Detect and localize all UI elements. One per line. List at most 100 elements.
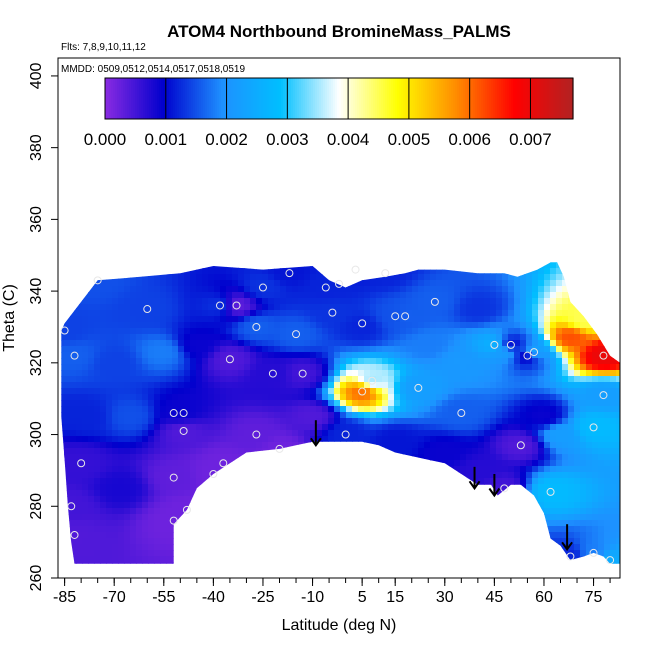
heatmap-cell: [208, 160, 215, 167]
heatmap-cell: [304, 154, 311, 161]
heatmap-cell: [586, 292, 593, 299]
heatmap-cell: [322, 172, 329, 179]
heatmap-cell: [448, 268, 455, 275]
heatmap-cell: [286, 370, 293, 377]
heatmap-cell: [496, 160, 503, 167]
heatmap-cell: [550, 190, 557, 197]
heatmap-cell: [358, 160, 365, 167]
heatmap-cell: [94, 334, 101, 341]
heatmap-cell: [238, 214, 245, 221]
heatmap-cell: [454, 232, 461, 239]
heatmap-cell: [364, 346, 371, 353]
heatmap-cell: [616, 316, 621, 323]
heatmap-cell: [424, 220, 431, 227]
heatmap-cell: [196, 268, 203, 275]
heatmap-cell: [262, 328, 269, 335]
heatmap-cell: [424, 238, 431, 245]
heatmap-cell: [412, 364, 419, 371]
heatmap-cell: [208, 304, 215, 311]
heatmap-cell: [412, 316, 419, 323]
heatmap-cell: [448, 316, 455, 323]
heatmap-cell: [562, 238, 569, 245]
heatmap-cell: [532, 220, 539, 227]
heatmap-cell: [592, 202, 599, 209]
heatmap-cell: [310, 142, 317, 149]
heatmap-cell: [124, 244, 131, 251]
heatmap-cell: [220, 262, 227, 263]
heatmap-cell: [136, 142, 143, 149]
heatmap-cell: [220, 190, 227, 197]
heatmap-cell: [478, 322, 485, 329]
heatmap-cell: [130, 280, 137, 287]
heatmap-cell: [244, 196, 251, 203]
heatmap-cell: [598, 100, 605, 107]
heatmap-cell: [538, 334, 545, 341]
heatmap-cell: [610, 298, 617, 305]
heatmap-cell: [478, 208, 485, 215]
heatmap-cell: [412, 172, 419, 179]
heatmap-cell: [292, 292, 299, 299]
heatmap-cell: [238, 220, 245, 227]
heatmap-cell: [574, 286, 581, 293]
heatmap-cell: [580, 262, 587, 269]
heatmap-cell: [232, 322, 239, 329]
heatmap-cell: [526, 352, 533, 359]
heatmap-cell: [292, 208, 299, 215]
heatmap-cell: [100, 352, 107, 359]
heatmap-cell: [502, 250, 509, 257]
heatmap-cell: [466, 352, 473, 359]
heatmap-cell: [556, 292, 563, 299]
heatmap-cell: [430, 124, 437, 131]
heatmap-cell: [586, 262, 593, 269]
heatmap-cell: [184, 358, 191, 365]
heatmap-cell: [88, 226, 95, 233]
heatmap-cell: [376, 166, 383, 173]
heatmap-cell: [268, 190, 275, 197]
heatmap-cell: [526, 262, 533, 263]
heatmap-cell: [310, 340, 317, 347]
heatmap-cell: [112, 214, 119, 221]
heatmap-cell: [394, 208, 401, 215]
heatmap-cell: [484, 268, 491, 275]
heatmap-cell: [436, 340, 443, 347]
heatmap-cell: [526, 370, 533, 377]
heatmap-cell: [136, 298, 143, 305]
heatmap-cell: [442, 238, 449, 245]
heatmap-cell: [352, 280, 359, 287]
heatmap-cell: [274, 208, 281, 215]
heatmap-cell: [526, 64, 533, 71]
heatmap-cell: [106, 322, 113, 329]
heatmap-cell: [82, 106, 89, 113]
heatmap-cell: [58, 154, 65, 161]
heatmap-cell: [232, 220, 239, 227]
heatmap-cell: [184, 232, 191, 239]
heatmap-cell: [460, 166, 467, 173]
heatmap-cell: [244, 244, 251, 251]
heatmap-cell: [454, 340, 461, 347]
heatmap-cell: [538, 364, 545, 371]
heatmap-cell: [184, 322, 191, 329]
heatmap-cell: [538, 220, 545, 227]
heatmap-cell: [532, 178, 539, 185]
heatmap-cell: [502, 202, 509, 209]
heatmap-cell: [280, 184, 287, 191]
heatmap-cell: [454, 214, 461, 221]
heatmap-cell: [598, 298, 605, 305]
heatmap-cell: [550, 334, 557, 341]
heatmap-cell: [376, 220, 383, 227]
heatmap-cell: [376, 364, 383, 371]
heatmap-cell: [274, 310, 281, 317]
heatmap-cell: [478, 154, 485, 161]
heatmap-cell: [382, 262, 389, 263]
heatmap-cell: [88, 244, 95, 251]
heatmap-cell: [394, 166, 401, 173]
heatmap-cell: [274, 70, 281, 77]
heatmap-cell: [256, 298, 263, 305]
heatmap-cell: [76, 124, 83, 131]
heatmap-cell: [124, 340, 131, 347]
heatmap-cell: [568, 304, 575, 311]
heatmap-cell: [82, 112, 89, 119]
heatmap-cell: [100, 322, 107, 329]
heatmap-cell: [178, 154, 185, 161]
heatmap-cell: [358, 334, 365, 341]
